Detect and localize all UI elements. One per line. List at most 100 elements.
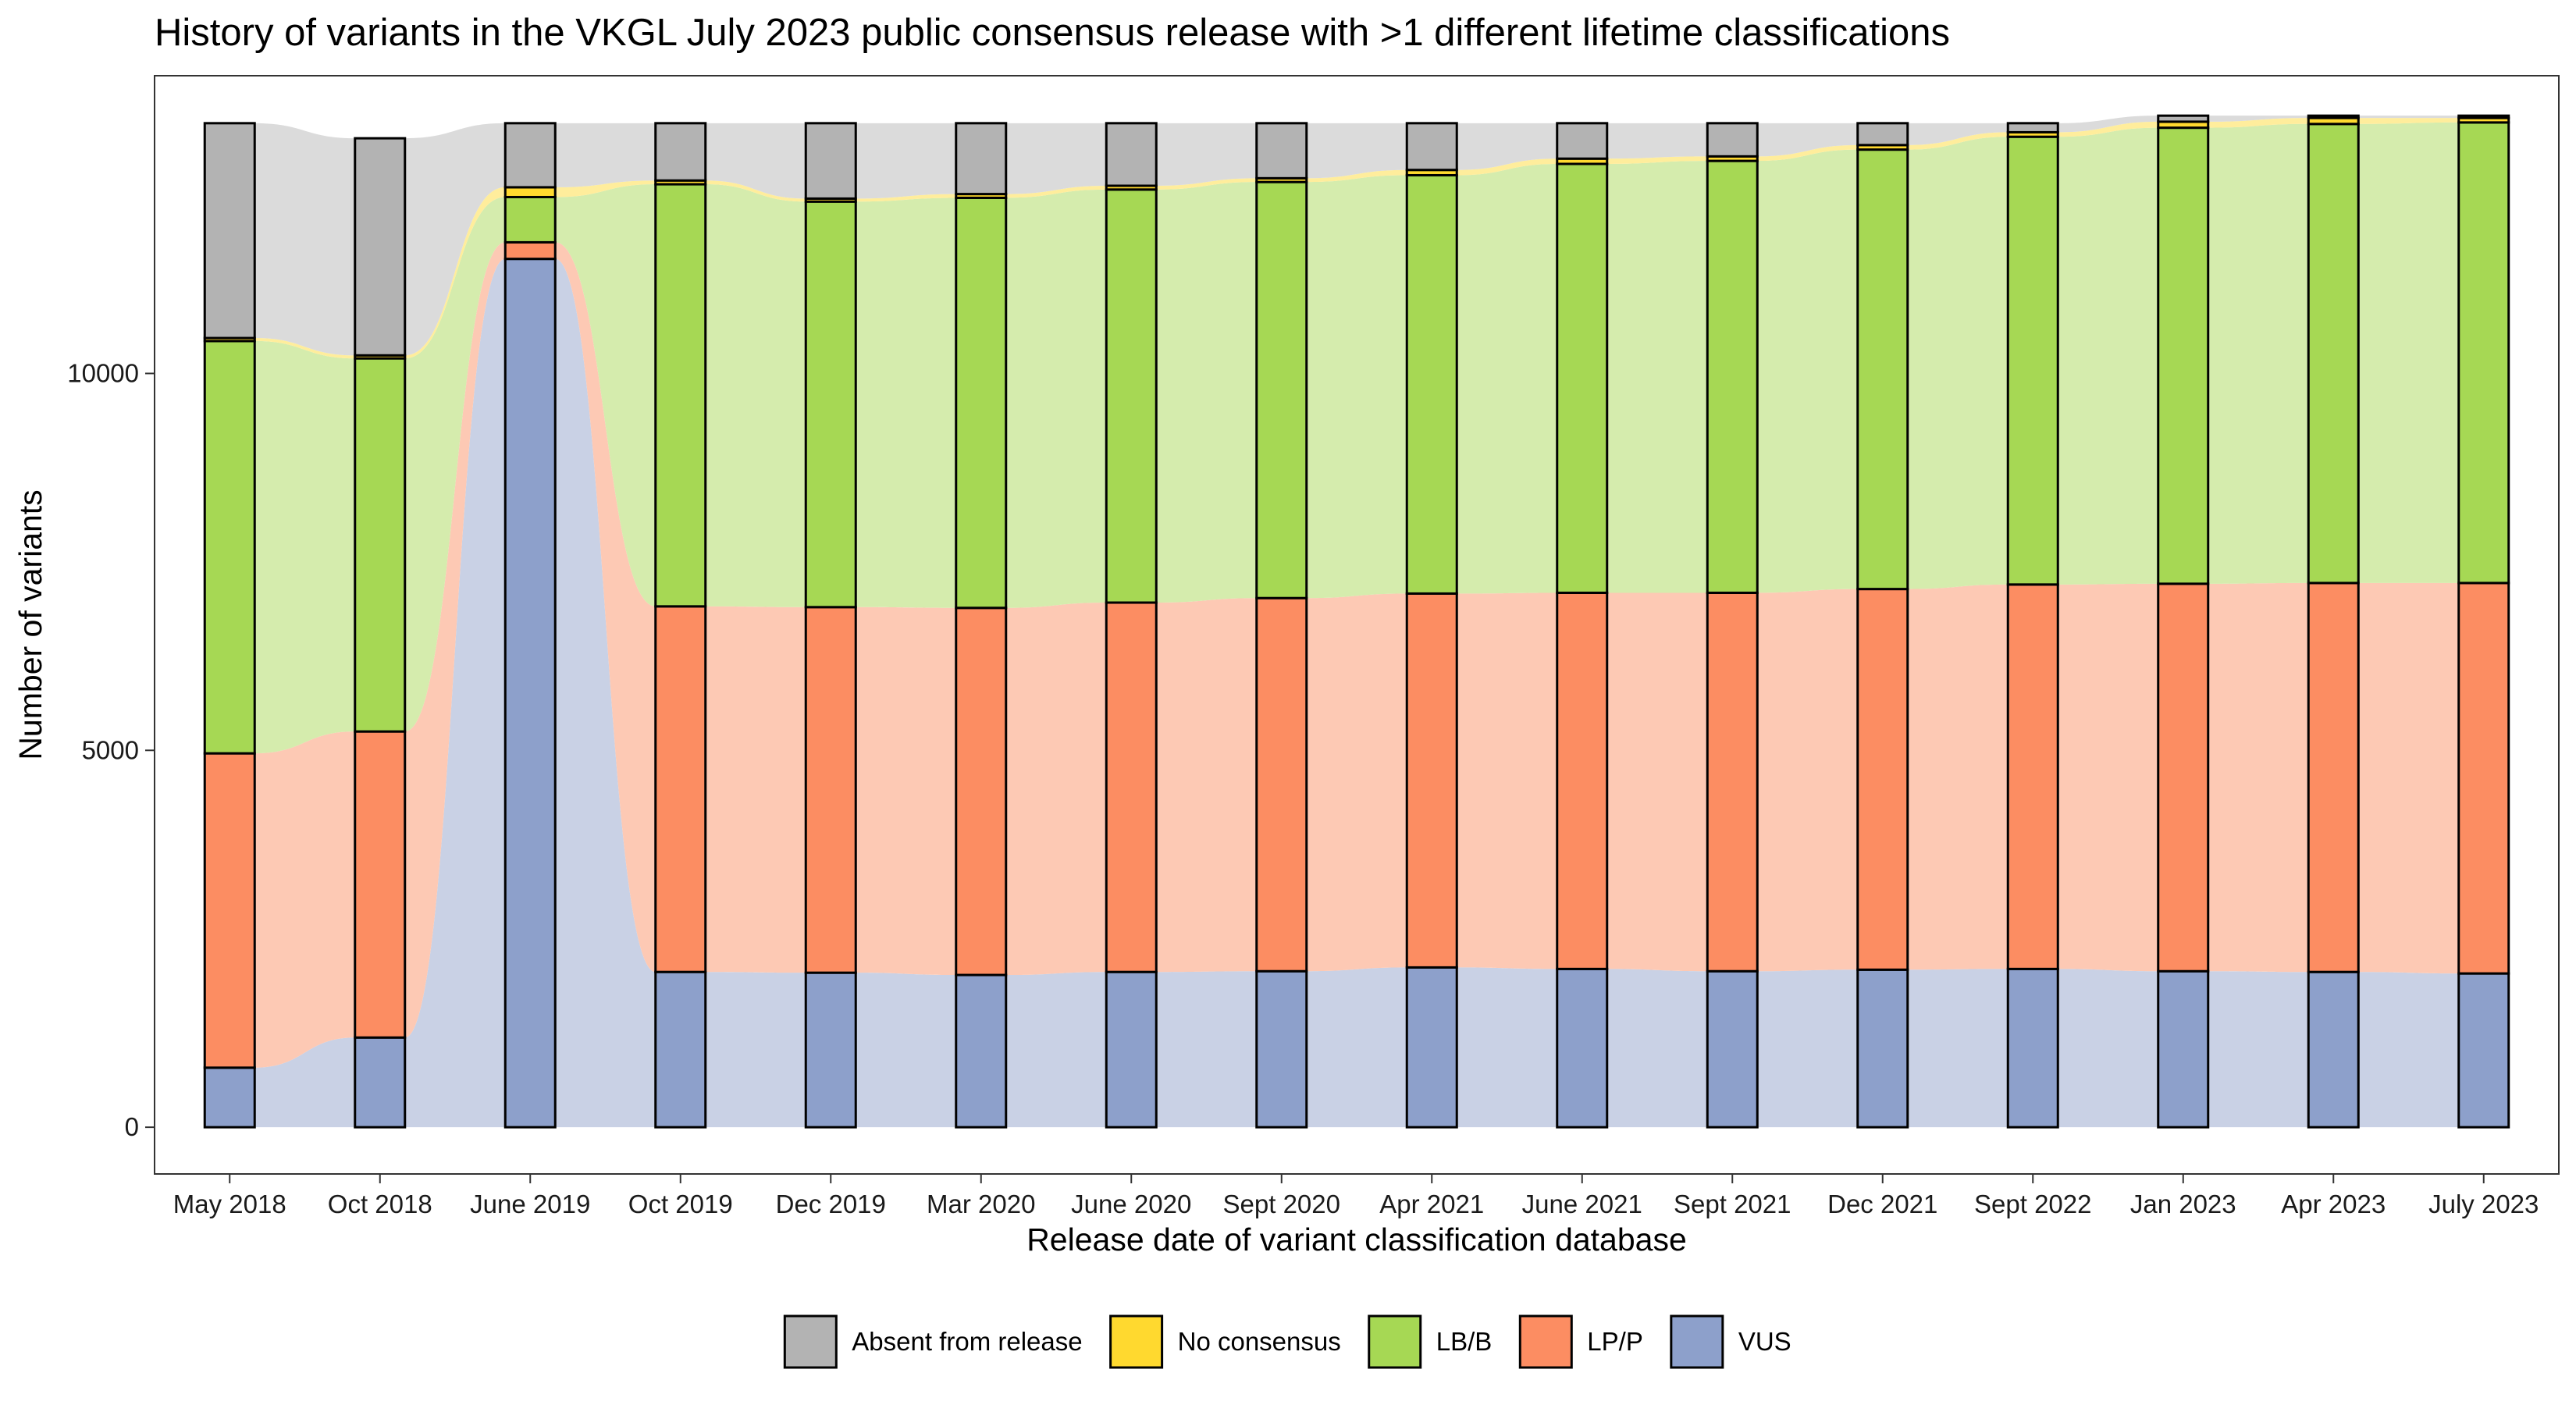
x-tick-label: Dec 2021: [1827, 1190, 1937, 1218]
flow-absent-from-release-7: [1306, 123, 1407, 179]
flow-lp-p-2: [555, 242, 656, 973]
bar-vus-7: [1255, 969, 1308, 1129]
bar-lp-p-7: [1255, 596, 1308, 973]
bars-layer: [203, 114, 2510, 1129]
bar-absent-from-release-15: [2457, 114, 2510, 119]
x-axis-title: Release date of variant classification d…: [1026, 1222, 1687, 1257]
bar-lp-p-4: [804, 606, 857, 974]
bar-lb-b-15: [2457, 121, 2510, 585]
bar-absent-from-release-13: [2157, 114, 2210, 123]
y-tick-label: 10000: [67, 358, 139, 387]
legend-key-vus: [1670, 1314, 1724, 1369]
flow-absent-from-release-8: [1457, 123, 1557, 170]
bar-no-consensus-2: [503, 186, 557, 198]
bar-absent-from-release-4: [804, 122, 857, 200]
flow-no-consensus-5: [1005, 185, 1107, 198]
flow-lp-p-14: [2358, 582, 2459, 974]
x-tick-label: Mar 2020: [927, 1190, 1035, 1218]
flow-absent-from-release-4: [856, 123, 956, 199]
bar-vus-2: [503, 258, 557, 1129]
legend-label-lp-p: LP/P: [1587, 1327, 1643, 1356]
flow-vus-1: [404, 258, 506, 1128]
bar-lp-p-8: [1405, 592, 1458, 969]
x-tick-label: June 2021: [1522, 1190, 1642, 1218]
flow-lb-b-4: [856, 197, 956, 608]
flow-lb-b-13: [2208, 123, 2309, 584]
x-tick-label: June 2019: [470, 1190, 590, 1218]
flow-absent-from-release-11: [1907, 123, 2008, 145]
flow-absent-from-release-12: [2058, 116, 2158, 133]
bar-lp-p-14: [2307, 582, 2360, 973]
flow-vus-6: [1156, 971, 1257, 1128]
flow-vus-2: [555, 258, 656, 1128]
bar-lp-p-15: [2457, 582, 2510, 975]
legend-label-lb-b: LB/B: [1436, 1327, 1493, 1356]
flow-lb-b-12: [2058, 127, 2158, 585]
bar-absent-from-release-14: [2307, 114, 2360, 119]
flow-lb-b-8: [1457, 163, 1557, 594]
x-tick-label: July 2023: [2428, 1190, 2539, 1218]
bar-lp-p-1: [354, 730, 407, 1039]
bar-lp-p-11: [1856, 588, 1909, 971]
flow-vus-3: [705, 972, 806, 1128]
bar-lp-p-12: [2006, 583, 2059, 970]
bar-absent-from-release-1: [354, 137, 407, 357]
x-tick-label: Sept 2020: [1223, 1190, 1340, 1218]
y-axis: 0 5000 10000: [67, 358, 155, 1141]
bar-absent-from-release-10: [1706, 122, 1759, 158]
bar-vus-9: [1556, 967, 1609, 1129]
legend-key-lp-p: [1518, 1314, 1573, 1369]
bar-absent-from-release-6: [1105, 122, 1158, 187]
bar-lb-b-13: [2157, 126, 2210, 585]
bar-vus-11: [1856, 968, 1909, 1129]
bar-vus-12: [2006, 967, 2059, 1129]
bar-lp-p-0: [203, 752, 256, 1069]
bar-absent-from-release-9: [1556, 122, 1609, 160]
flow-vus-13: [2208, 971, 2309, 1128]
flow-vus-11: [1907, 969, 2008, 1128]
bar-lb-b-7: [1255, 180, 1308, 599]
flow-absent-from-release-1: [404, 123, 506, 356]
flow-no-consensus-8: [1457, 158, 1557, 176]
x-tick-label: Dec 2019: [776, 1190, 886, 1218]
legend-key-absent-from-release: [783, 1314, 838, 1369]
flow-absent-from-release-2: [555, 123, 656, 187]
x-tick-label: May 2018: [173, 1190, 286, 1218]
flow-lb-b-3: [705, 184, 806, 607]
bar-lb-b-1: [354, 357, 407, 733]
bar-absent-from-release-12: [2006, 122, 2059, 133]
flow-absent-from-release-13: [2208, 116, 2309, 122]
bar-absent-from-release-7: [1255, 122, 1308, 180]
x-axis: May 2018 Oct 2018 June 2019 Oct 2019 Dec 201…: [173, 1174, 2539, 1218]
flow-no-consensus-1: [404, 187, 506, 359]
flow-no-consensus-6: [1156, 178, 1257, 190]
bar-lb-b-4: [804, 200, 857, 609]
flow-no-consensus-11: [1907, 132, 2008, 150]
y-tick-label: 0: [125, 1112, 139, 1141]
x-tick-label: June 2020: [1071, 1190, 1191, 1218]
legend: Absent from release No consensus LB/B LP/P V…: [783, 1314, 1791, 1369]
flow-lp-p-13: [2208, 582, 2309, 973]
bar-vus-5: [955, 973, 1008, 1129]
flow-lb-b-5: [1005, 189, 1107, 608]
bar-vus-1: [354, 1036, 407, 1129]
bar-lp-p-2: [503, 240, 557, 261]
bar-lp-p-5: [955, 606, 1008, 976]
flow-no-consensus-9: [1606, 156, 1708, 164]
bar-vus-10: [1706, 969, 1759, 1129]
flow-vus-12: [2058, 969, 2158, 1128]
bar-vus-8: [1405, 966, 1458, 1129]
flow-no-consensus-14: [2358, 118, 2459, 124]
legend-key-no-consensus: [1109, 1314, 1164, 1369]
flow-lp-p-8: [1457, 592, 1557, 969]
bar-lb-b-2: [503, 195, 557, 244]
bar-lb-b-0: [203, 340, 256, 755]
flow-absent-from-release-9: [1606, 123, 1708, 159]
bar-lb-b-3: [654, 183, 707, 608]
y-tick-label: 5000: [82, 735, 139, 764]
bar-lb-b-8: [1405, 173, 1458, 595]
flow-lp-p-6: [1156, 598, 1257, 973]
x-tick-label: Apr 2023: [2281, 1190, 2386, 1218]
